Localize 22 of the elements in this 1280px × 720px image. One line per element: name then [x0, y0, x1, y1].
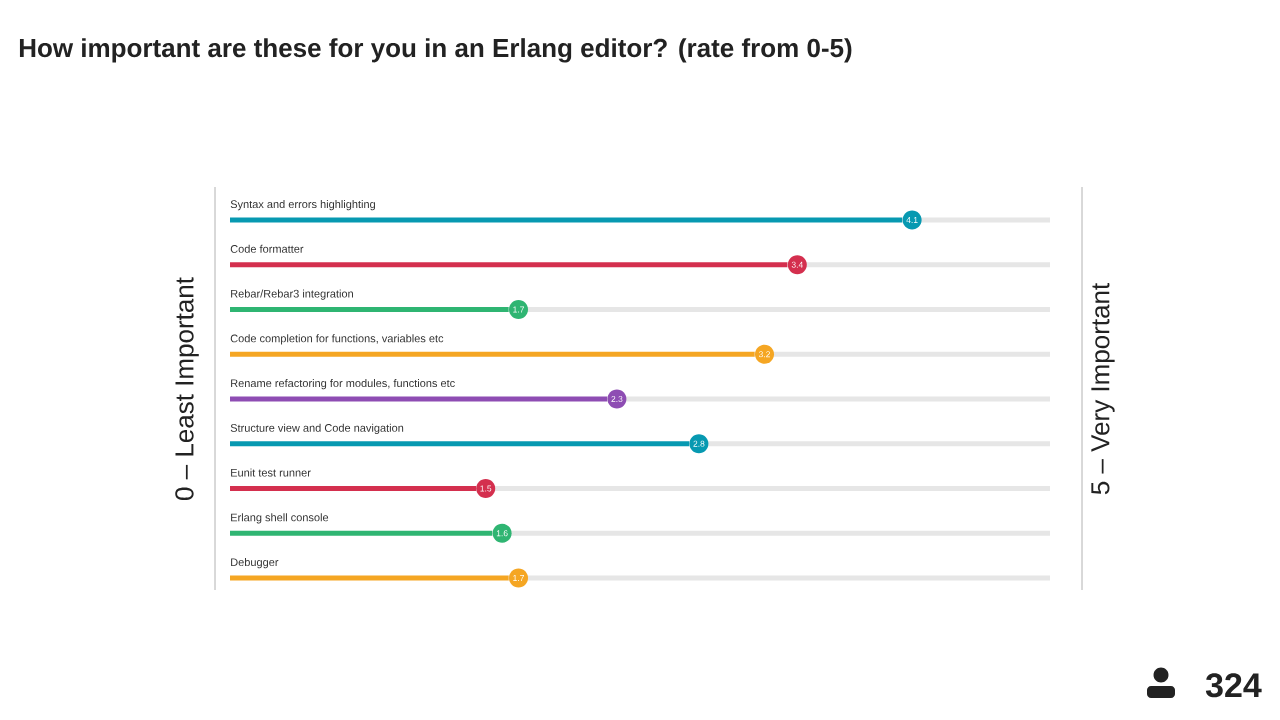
y-tick-label: Code formatter: [230, 244, 304, 253]
y-axis-title: 0 – Least Important: [175, 277, 199, 500]
text: 324: [1205, 673, 1262, 698]
y-tick-label: Rename refactoring for modules, functions etc: [231, 379, 455, 390]
y2-axis-title: 5 – Very Important: [1091, 282, 1115, 495]
data-label: 1.6: [496, 530, 508, 537]
y-tick-label: Debugger: [231, 558, 279, 569]
data-label: 3.4: [791, 261, 803, 268]
data-label: 1.5: [480, 485, 492, 492]
y-tick-label: Structure view and Code navigation: [230, 423, 404, 435]
data-label: 2.3: [611, 395, 623, 402]
y-tick-label: Code completion for functions, variables etc: [230, 334, 444, 345]
data-label: 2.8: [693, 440, 705, 447]
y-tick-label: Erlang shell console: [231, 513, 329, 524]
data-label: 3.2: [758, 351, 770, 358]
data-label: 4.1: [906, 217, 918, 223]
y-tick-label: Rebar/Rebar3 integration: [231, 289, 353, 300]
chart-title: How important are these for you in an Erlang editor? (rate from 0-5): [19, 38, 852, 63]
data-label: 1.7: [513, 575, 524, 581]
data-label: 1.7: [513, 306, 524, 313]
y-tick-label: Eunit test runner: [231, 468, 311, 477]
y-tick-label: Syntax and errors highlighting: [230, 200, 375, 211]
